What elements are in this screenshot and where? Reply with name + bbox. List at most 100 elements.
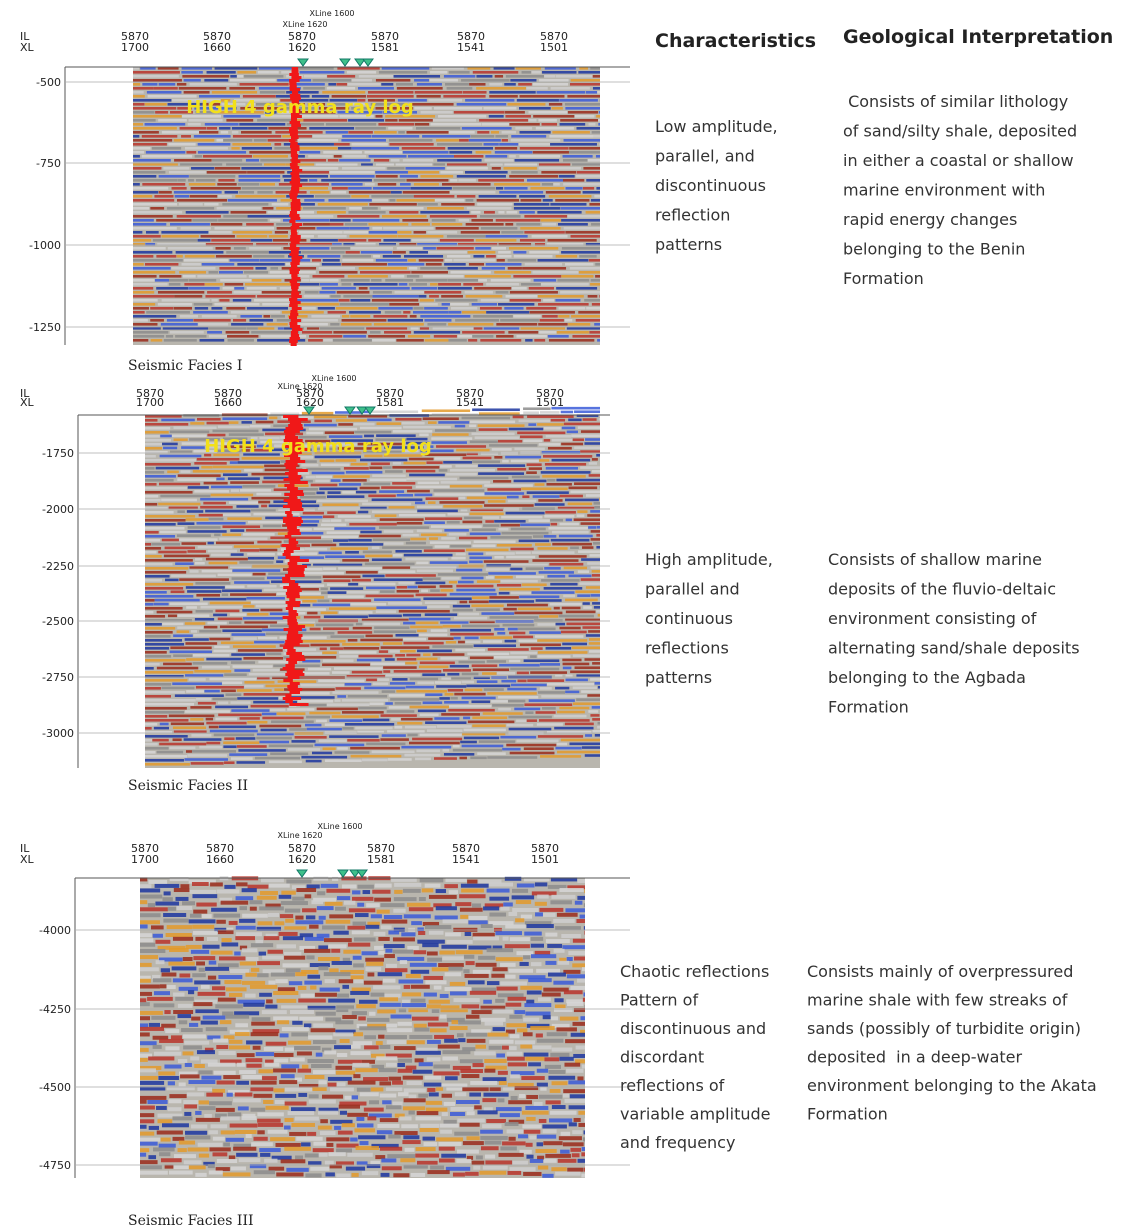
reflector [167,925,192,929]
reflector [319,740,347,743]
reflector [194,462,226,465]
reflector [571,235,600,238]
reflector [140,1165,162,1169]
reflector [515,127,532,130]
reflector [352,1011,367,1015]
gamma-log [290,301,301,304]
reflector [133,91,144,94]
reflector [181,1028,203,1032]
reflector [217,1159,237,1163]
reflector [177,534,211,537]
reflector [303,512,324,515]
reflector [393,937,415,941]
reflector [159,1152,170,1156]
reflector [188,526,221,529]
reflector [189,678,206,681]
reflector [330,171,375,174]
reflector [347,71,376,74]
reflector [508,500,536,503]
reflector [438,283,461,286]
reflector [491,974,504,978]
reflector [477,680,498,683]
reflector [404,914,431,918]
reflector [147,1100,167,1104]
reflector [417,1111,439,1115]
reflector [274,1058,288,1062]
reflector [302,600,316,603]
reflector [512,889,528,893]
reflector [229,1040,243,1044]
reflector [330,635,364,638]
reflector [529,631,561,634]
reflector [455,902,471,906]
interpretation-line: deposits of the fluvio-deltaic [828,580,1056,599]
reflector [247,721,267,724]
reflector [378,183,396,186]
reflector [214,1071,236,1075]
gamma-log [289,298,297,301]
reflector [586,307,600,310]
gamma-log [290,280,297,283]
column-label: 1660 [206,853,234,866]
reflector [514,255,553,258]
reflector [364,1108,384,1112]
reflector [140,1058,148,1062]
gamma-log [284,493,304,496]
reflector [201,606,243,609]
reflector [254,1170,275,1174]
reflector [459,477,508,480]
reflector [133,251,172,254]
reflector [324,1050,336,1054]
reflector [184,1160,202,1164]
reflector [422,888,434,892]
reflector [514,203,549,206]
reflector [526,87,547,90]
reflector [150,307,173,310]
reflector [492,704,524,707]
reflector [487,948,513,952]
reflector [325,723,345,726]
reflector [252,279,281,282]
reflector [434,457,460,460]
reflector [557,711,585,714]
reflector [458,179,476,182]
reflector [313,1070,335,1074]
seismic-section [140,876,585,1178]
reflector [174,307,192,310]
gamma-log [285,664,294,667]
reflector [363,551,392,554]
reflector [415,1051,440,1055]
reflector [529,1135,536,1139]
reflector [133,159,171,162]
gamma-log [287,514,293,517]
reflector [311,1064,332,1068]
reflector [596,546,600,549]
reflector [518,1134,528,1138]
reflector [482,267,505,270]
reflector [380,590,395,593]
reflector [494,456,502,459]
reflector [559,888,583,892]
reflector [455,425,465,428]
reflector [591,223,600,226]
reflector [156,219,191,222]
reflector [359,75,394,78]
reflector [206,1027,228,1031]
reflector [469,425,476,428]
reflector [200,498,248,501]
reflector [308,1059,334,1063]
reflector [180,1074,199,1078]
reflector [487,692,536,695]
reflector [398,1069,413,1073]
reflector [308,339,323,342]
reflector [403,1135,419,1139]
gamma-log [289,214,299,217]
reflector [525,1012,550,1016]
reflector [399,1116,411,1120]
reflector [234,951,240,955]
reflector [562,607,581,610]
reflector [338,239,366,242]
reflector [416,1116,441,1120]
reflector [538,735,583,738]
reflector [481,1146,499,1150]
